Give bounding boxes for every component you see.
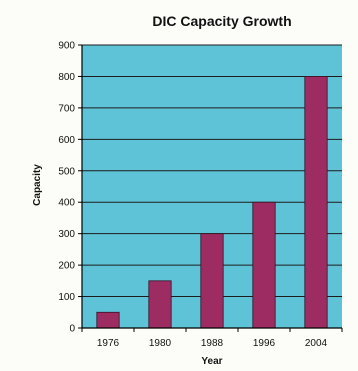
plot-area: 0 100 200 300 400 500 600 700 800 900 1976 1980 1988… xyxy=(58,41,343,349)
y-tick-label: 600 xyxy=(58,135,75,146)
x-tick-label: 1980 xyxy=(149,338,172,349)
y-axis-title: Capacity xyxy=(32,164,43,206)
bar-1988 xyxy=(200,233,224,329)
y-tick-label: 100 xyxy=(58,292,75,303)
y-tick-label: 200 xyxy=(58,261,75,272)
y-tick-label: 300 xyxy=(58,229,75,240)
bar-1980 xyxy=(148,280,172,329)
y-tick-label: 500 xyxy=(58,166,75,177)
x-tick-label: 2004 xyxy=(305,338,328,349)
y-tick-label: 400 xyxy=(58,198,75,209)
y-tick-label: 0 xyxy=(69,324,75,335)
bar-1996 xyxy=(252,201,276,329)
bar-1976 xyxy=(96,311,120,329)
y-tick-label: 700 xyxy=(58,103,75,114)
y-tick-label: 800 xyxy=(58,72,75,83)
x-tick-label: 1988 xyxy=(201,338,224,349)
x-axis-title: Year xyxy=(201,356,222,367)
bar-2004 xyxy=(304,76,328,329)
y-tick-label: 900 xyxy=(58,41,75,52)
chart-title: DIC Capacity Growth xyxy=(152,13,291,29)
x-tick-label: 1996 xyxy=(253,338,276,349)
x-tick-label: 1976 xyxy=(97,338,120,349)
